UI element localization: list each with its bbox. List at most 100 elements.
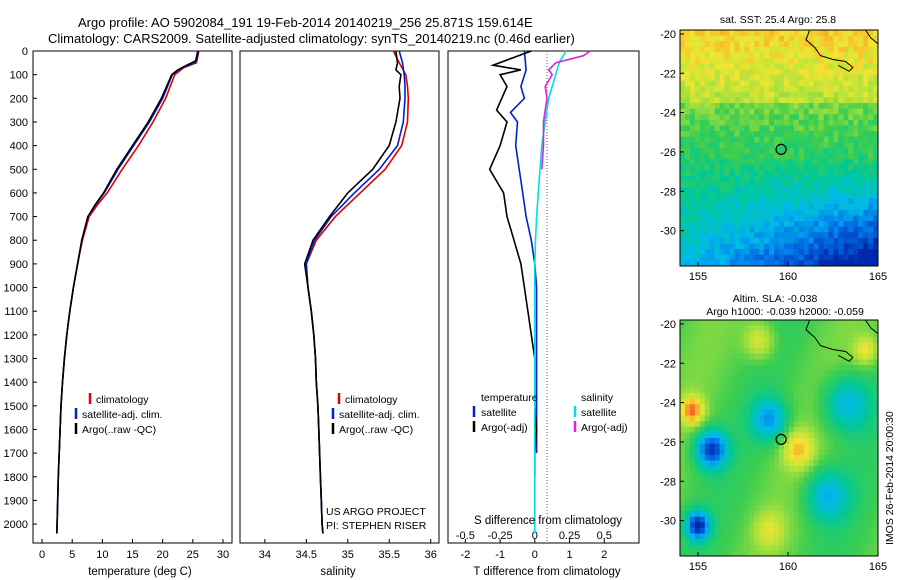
temperature-lines [56,50,200,534]
map-field [680,320,879,557]
map-lat-label: -20 [660,29,676,41]
x2-tick-label: 0.5 [597,530,612,542]
coastline [864,29,879,45]
y-tick-label: 500 [10,164,28,176]
y-tick-label: 300 [10,117,28,129]
x-tick-label: 5 [69,549,75,561]
y-tick-label: 400 [10,141,28,153]
imos-credit: IMOS 26-Feb-2014 20:00:30 [884,411,896,545]
y-tick-label: 1400 [4,377,28,389]
sst-map-title: sat. SST: 25.4 Argo: 25.8 [720,14,836,26]
map-lat-label: -26 [660,147,676,159]
temperature-axes-frame [32,50,233,544]
map-field [680,30,879,267]
legend-header-salinity: salinity [581,392,614,404]
salinity-lines [303,50,410,534]
map-lon-label: 155 [689,271,707,283]
x2-tick-label: -0.5 [456,530,475,542]
y-tick-label: 1100 [4,306,28,318]
difference-legend: temperature salinity satellite Argo(-adj… [472,392,628,434]
difference-lines [488,50,591,534]
coastline [805,319,854,362]
map-lat-label: -22 [660,358,676,370]
series-line-argo--adj- [541,50,591,170]
map-lat-label: -22 [660,68,676,80]
x-tick-label: 20 [157,549,169,561]
difference-x-label: T difference from climatology [473,566,620,578]
pi-annotation: PI: STEPHEN RISER [326,520,427,532]
x-tick-label: 35.5 [379,549,400,561]
temperature-legend: climatology satellite-adj. clim. Argo(..… [74,393,163,436]
map-lon-label: 160 [779,561,797,573]
map-lat-label: -20 [660,319,676,331]
x2-tick-label: 0.25 [559,530,580,542]
x-tick-label: 25 [187,549,199,561]
map-lat-label: -26 [660,437,676,449]
argo-position-marker [775,143,787,155]
y-tick-label: 2000 [4,519,28,531]
x-tick-label: 0 [532,549,538,561]
y-tick-label: 1200 [4,330,28,342]
series-line-argo---raw--qc- [303,50,402,534]
sla-map-panel: Altim. SLA: -0.038 Argo h1000: -0.039 h2… [660,293,887,573]
x-tick-label: -1 [495,549,505,561]
legend-label-t-satellite: satellite [481,407,517,419]
map-lat-label: -24 [660,398,676,410]
title-line-1: Argo profile: AO 5902084_191 19-Feb-2014… [78,15,533,30]
x-tick-label: 10 [96,549,108,561]
y-tick-label: 900 [10,259,28,271]
legend-label-argo: Argo(..raw -QC) [339,424,413,436]
x-tick-label: 0 [39,549,45,561]
sst-map-panel: sat. SST: 25.4 Argo: 25.8 -20 -22 -24 -26 -2… [660,14,887,283]
salinity-axes-frame [239,50,440,544]
map-lat-label: -28 [660,186,676,198]
x-tick-label: 1 [566,549,572,561]
map-lat-label: -24 [660,108,676,120]
legend-label-argo: Argo(..raw -QC) [82,424,156,436]
map-lat-label: -28 [660,476,676,488]
x2-tick-label: -0.25 [488,530,513,542]
x-tick-label: 15 [126,549,138,561]
x-tick-label: 36 [425,549,437,561]
sst-map [679,29,879,267]
x-tick-label: 34 [259,549,271,561]
y-tick-label: 1600 [4,424,28,436]
sla-map-subtitle: Argo h1000: -0.039 h2000: -0.059 [706,306,864,318]
map-lon-label: 155 [689,561,707,573]
legend-label-s-satellite: satellite [581,407,617,419]
legend-label-climatology: climatology [96,394,149,406]
y-tick-label: 600 [10,188,28,200]
y-tick-label: 800 [10,235,28,247]
argo-position-marker [775,433,787,445]
map-lat-label: -30 [660,226,676,238]
difference-panel: -2 -1 0 1 2 -0.5 -0.25 0 0.25 0.5 T difference fr… [447,50,640,578]
salinity-x-ticks: 34 34.5 35 35.5 36 [259,539,437,561]
y-tick-label: 0 [22,46,28,58]
x-tick-label: 35 [342,549,354,561]
y-tick-label: 1700 [4,448,28,460]
temperature-y-ticks: 0 100 200 300 400 500 600 700 800 900 1000 1100 1200… [4,46,37,531]
salinity-panel: 34 34.5 35 35.5 36 salinity climatology sate… [239,50,440,578]
difference-x-ticks: -2 -1 0 1 2 -0.5 -0.25 0 0.25 0.5 [456,530,612,561]
coastline [805,29,854,72]
y-tick-label: 1300 [4,354,28,366]
title-line-2: Climatology: CARS2009. Satellite-adjuste… [48,31,575,46]
legend-label-t-argo: Argo(-adj) [481,422,528,434]
y-tick-label: 700 [10,212,28,224]
temperature-x-label: temperature (deg C) [88,566,192,578]
y-tick-label: 1800 [4,472,28,484]
legend-header-temperature: temperature [481,392,538,404]
y-tick-label: 1500 [4,401,28,413]
y-tick-label: 1900 [4,495,28,507]
coastline [864,319,879,335]
map-lat-label: -30 [660,516,676,528]
series-line-argo---raw--qc- [56,50,199,534]
series-line-satellite [533,50,567,534]
sst-map-ticks: -20 -22 -24 -26 -28 -30 155 160 165 [660,29,887,283]
sla-map [679,319,879,557]
salinity-legend: climatology satellite-adj. clim. Argo(..… [331,393,420,436]
x2-tick-label: 0 [532,530,538,542]
temperature-x-ticks: 0 5 10 15 20 25 30 [39,539,229,561]
y-tick-label: 200 [10,93,28,105]
